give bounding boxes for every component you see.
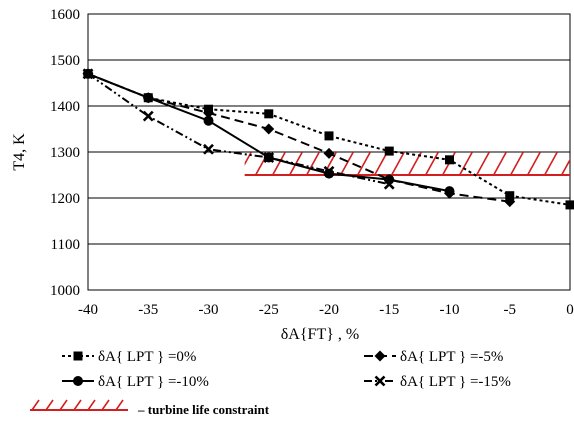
legend-marker [374,350,386,362]
legend-marker [73,351,83,361]
y-tick-label: 1300 [50,145,80,161]
data-point [505,191,515,201]
data-point [203,115,214,126]
y-axis-title: T4, K [11,133,28,171]
hatch-line [222,152,235,175]
data-point [263,123,275,135]
legend-item: δA{ LPT } =0% [62,349,196,365]
hatch-line [475,152,491,175]
hatch-line [509,152,525,175]
hatch-line [560,158,570,175]
legend-hatch-line [73,399,82,411]
series-3 [82,68,395,190]
y-tick-label: 1600 [50,7,80,23]
legend-label: δA{ LPT } =-5% [400,349,503,365]
y-tick-label: 1000 [50,283,80,299]
legend-item: δA{ LPT } =-15% [364,374,511,390]
x-tick-label: -25 [259,302,279,318]
hatch-line [458,152,474,175]
legend-label: δA{ LPT } =-10% [98,374,209,390]
hatch-line [390,152,406,175]
hatch-line [543,152,559,175]
data-point [445,155,454,165]
x-tick-label: -30 [199,302,219,318]
legend-item: δA{ LPT } =-10% [62,374,209,390]
legend-marker [374,375,386,387]
data-point [565,200,574,210]
x-tick-label: -5 [504,302,517,318]
x-tick-label: 0 [566,302,574,318]
legend-hatch-line [31,399,40,411]
data-point [444,186,455,197]
constraint-hatch [222,152,570,175]
series-0 [83,69,574,210]
hatch-line [244,152,253,166]
legend-label: δA{ LPT } =-15% [400,374,511,390]
data-point [323,147,335,159]
hatch-line [271,152,287,175]
data-point [504,196,516,208]
hatch-line [373,152,389,175]
x-tick-label: -10 [440,302,460,318]
legend-hatch-line [87,399,96,411]
constraint-band [222,152,570,176]
data-point [142,110,154,122]
hatch-line [492,152,508,175]
y-tick-label: 1200 [50,191,80,207]
legend-hatch-line [59,399,68,411]
hatch-line [424,152,440,175]
legend: δA{ LPT } =0% δA{ LPT } =-5% δA{ LPT } =-1… [30,349,511,417]
hatch-line [356,152,372,175]
legend-hatch-line [115,399,124,411]
y-tick-label: 1500 [50,53,80,69]
legend-constraint-label: – turbine life constraint [137,402,270,417]
series-line [87,72,571,206]
data-point [384,146,394,156]
series-line [87,72,390,186]
hatch-line [526,152,542,175]
hatch-line [305,152,321,175]
legend-hatch-line [45,399,54,411]
data-point [383,178,395,190]
x-tick-label: -20 [319,302,339,318]
legend-label: δA{ LPT } =0% [98,349,196,365]
data-point [143,92,154,103]
y-tick-label: 1400 [50,99,80,115]
data-point [323,165,335,177]
legend-item: δA{ LPT } =-5% [364,349,503,365]
legend-marker [73,376,83,386]
hatch-line [339,152,355,175]
data-point [324,168,334,179]
x-axis-title: δA{FT} , % [281,326,359,343]
x-tick-label: -15 [379,302,399,318]
series-line [87,72,510,203]
legend-item-constraint: – turbine life constraint [30,399,270,417]
legend-hatch-line [101,399,110,411]
x-tick-label: -35 [138,302,158,318]
y-tick-label: 1100 [51,237,80,253]
data-point [324,131,334,141]
tick-labels: 1000 1100 1200 1300 1400 1500 1600 -40 -35 -30 -25… [50,7,574,318]
data-point [263,152,275,163]
data-point [264,109,274,119]
data-point [82,68,94,80]
x-tick-label: -40 [78,302,98,318]
data-point [203,107,214,119]
data-point [203,143,214,155]
series-layer [82,68,574,210]
